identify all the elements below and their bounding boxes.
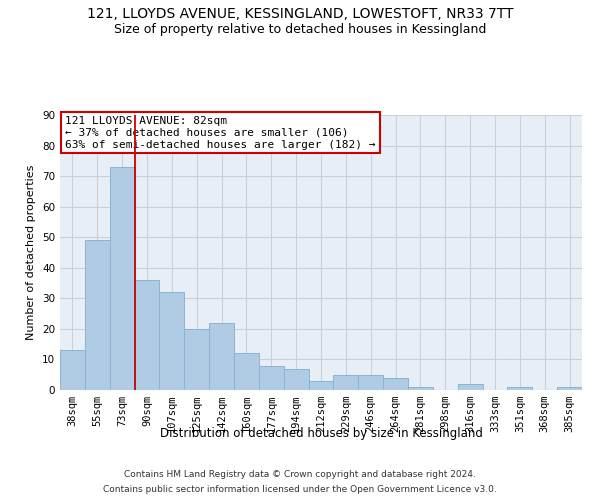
Bar [134,280,160,390]
Bar [458,384,482,390]
Bar [209,323,234,390]
Text: Distribution of detached houses by size in Kessingland: Distribution of detached houses by size … [160,428,482,440]
Bar [110,167,134,390]
Text: 121 LLOYDS AVENUE: 82sqm
← 37% of detached houses are smaller (106)
63% of semi-: 121 LLOYDS AVENUE: 82sqm ← 37% of detach… [65,116,376,150]
Text: Contains public sector information licensed under the Open Government Licence v3: Contains public sector information licen… [103,485,497,494]
Bar [408,387,433,390]
Bar [259,366,284,390]
Bar [60,350,85,390]
Bar [334,374,358,390]
Text: Size of property relative to detached houses in Kessingland: Size of property relative to detached ho… [114,22,486,36]
Text: 121, LLOYDS AVENUE, KESSINGLAND, LOWESTOFT, NR33 7TT: 121, LLOYDS AVENUE, KESSINGLAND, LOWESTO… [87,8,513,22]
Bar [308,381,334,390]
Bar [184,329,209,390]
Bar [383,378,408,390]
Bar [160,292,184,390]
Bar [508,387,532,390]
Text: Contains HM Land Registry data © Crown copyright and database right 2024.: Contains HM Land Registry data © Crown c… [124,470,476,479]
Bar [358,374,383,390]
Bar [284,368,308,390]
Y-axis label: Number of detached properties: Number of detached properties [26,165,37,340]
Bar [85,240,110,390]
Bar [557,387,582,390]
Bar [234,354,259,390]
